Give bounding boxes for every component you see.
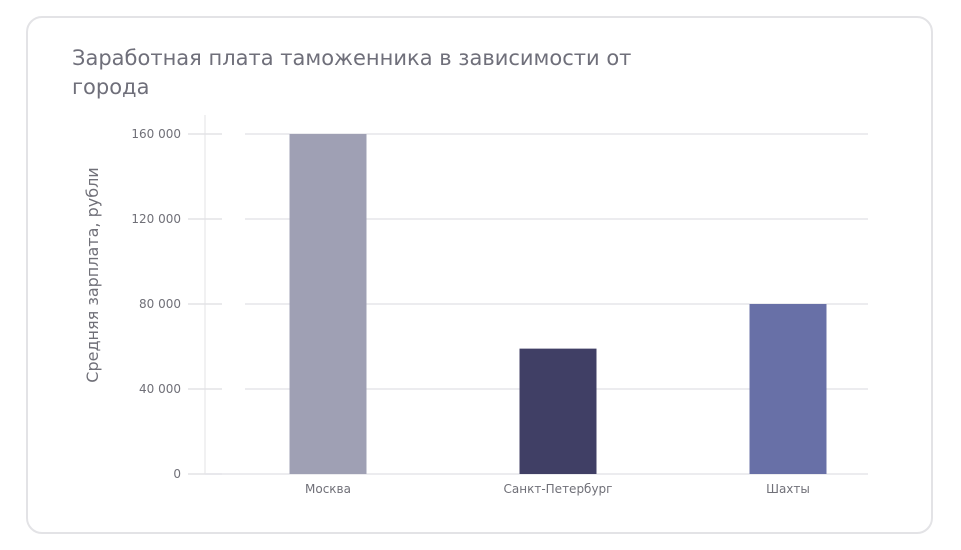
chart-card (26, 16, 933, 534)
y-tick-label: 160 000 (131, 127, 181, 141)
bar-1 (289, 134, 367, 474)
bar-3 (749, 304, 827, 474)
y-tick-label: 120 000 (131, 212, 181, 226)
x-tick-label: Санкт-Петербург (504, 482, 613, 496)
x-tick-label: Шахты (766, 482, 810, 496)
chart-title: Заработная плата таможенника в зависимос… (72, 46, 632, 99)
bar-2 (519, 348, 597, 474)
y-tick-label: 0 (173, 467, 181, 481)
x-tick-label: Москва (305, 482, 351, 496)
y-axis-label: Средняя зарплата, рубли (83, 167, 102, 382)
y-tick-label: 80 000 (139, 297, 181, 311)
y-tick-label: 40 000 (139, 382, 181, 396)
